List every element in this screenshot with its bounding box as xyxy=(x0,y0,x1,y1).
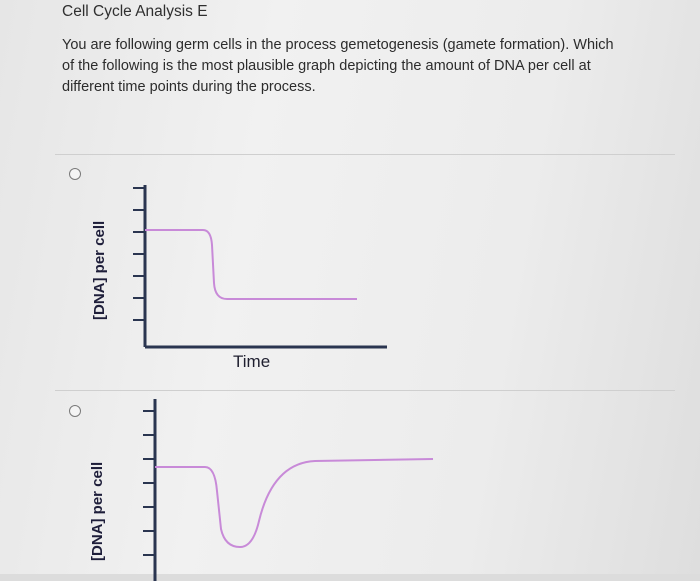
radio-button-option-1[interactable] xyxy=(69,168,81,180)
section-title: Cell Cycle Analysis E xyxy=(62,3,208,20)
radio-button-option-2[interactable] xyxy=(69,405,81,417)
question-text: You are following germ cells in the proc… xyxy=(62,37,614,95)
y-axis-ticks xyxy=(133,187,145,321)
y-axis-label: [DNA] per cell xyxy=(91,220,108,320)
y-axis-label: [DNA] per cell xyxy=(89,461,106,561)
dna-curve xyxy=(145,229,357,300)
dna-curve xyxy=(155,458,434,549)
answer-option-2[interactable]: [DNA] per cell xyxy=(55,391,655,581)
y-axis-ticks xyxy=(143,410,155,556)
answer-option-1[interactable]: [DNA] per cell Time xyxy=(55,155,655,390)
divider xyxy=(55,154,675,155)
x-axis-label: Time xyxy=(233,352,271,371)
graph-option-1 xyxy=(133,185,387,349)
graph-option-2 xyxy=(143,399,434,581)
divider xyxy=(55,390,675,391)
